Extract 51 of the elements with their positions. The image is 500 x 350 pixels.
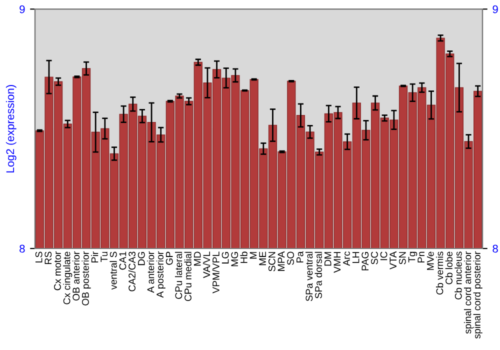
x-tick-label: Cx motor xyxy=(54,251,61,290)
x-tick-label: DG xyxy=(138,252,145,266)
x-tick-label: LG xyxy=(222,252,229,264)
x-tick-label: SPa dorsal xyxy=(314,252,322,298)
y2-tick-label: 9 xyxy=(492,5,498,14)
x-tick-label: LH xyxy=(352,252,360,263)
x-tick-label: VMH xyxy=(334,252,341,273)
x-tick-label: ventral S xyxy=(110,252,117,290)
x-tick-label: VTA xyxy=(390,251,396,270)
x-tick-label: SO xyxy=(287,252,294,265)
x-tick-label: CA2/CA3 xyxy=(128,252,136,292)
x-tick-label: spinal cord anterior xyxy=(464,251,474,334)
x-tick-label: Pn xyxy=(418,252,424,262)
x-tick-label: Pir xyxy=(91,251,98,262)
x-tick-label: M xyxy=(250,252,257,259)
x-tick-label: Cb vermis xyxy=(436,252,444,295)
x-tick-label: CPu medial xyxy=(184,252,192,302)
x-tick-label: SPa ventral xyxy=(305,252,313,302)
x-tick-label: DM xyxy=(324,252,332,266)
x-tick-label: spinal cord posterior xyxy=(473,251,482,339)
x-tick-label: Tu xyxy=(100,252,108,262)
x-tick-label: MPA xyxy=(278,251,285,271)
x-tick-label: Cb lobe xyxy=(445,252,452,284)
x-tick-label: SCN xyxy=(268,252,276,272)
x-tick-label: A anterior xyxy=(147,251,154,293)
x-tick-label: CPu lateral xyxy=(174,252,182,299)
x-tick-label: VA/VL xyxy=(202,252,210,278)
x-tick-label: IC xyxy=(380,252,388,260)
x-tick-label: PAG xyxy=(362,252,369,270)
x-tick-label: Pa xyxy=(296,251,304,262)
x-tick-label: MD xyxy=(194,252,201,266)
x-tick-label: OB posterior xyxy=(82,251,91,306)
x-tick-label: ME xyxy=(259,252,266,266)
x-tick-label: A posterior xyxy=(156,251,166,298)
x-tick-label: Arc xyxy=(343,252,350,266)
x-tick-label: GP xyxy=(166,252,173,265)
x-tick-label: CA1 xyxy=(119,252,126,270)
x-tick-label: MG xyxy=(231,252,238,266)
x-tick-label: MVe xyxy=(427,252,434,270)
x-tick-label: SC xyxy=(371,252,378,264)
x-tick-label: VPM/VPL xyxy=(212,252,220,294)
x-tick-label: SN xyxy=(398,252,406,264)
x-tick-label: Hb xyxy=(240,252,248,263)
x-tick-label: RS xyxy=(44,252,52,264)
x-tick-label: Cx cingulate xyxy=(63,252,72,304)
x-tick-label: Tg xyxy=(408,252,418,262)
x-tick-label: Cb nucleus xyxy=(454,252,462,300)
y2-tick-label: 8 xyxy=(492,244,498,253)
y-axis-title: Log2 (expression) xyxy=(6,85,16,172)
x-tick-label: OB anterior xyxy=(72,251,80,301)
x-tick-label: LS xyxy=(35,252,42,262)
